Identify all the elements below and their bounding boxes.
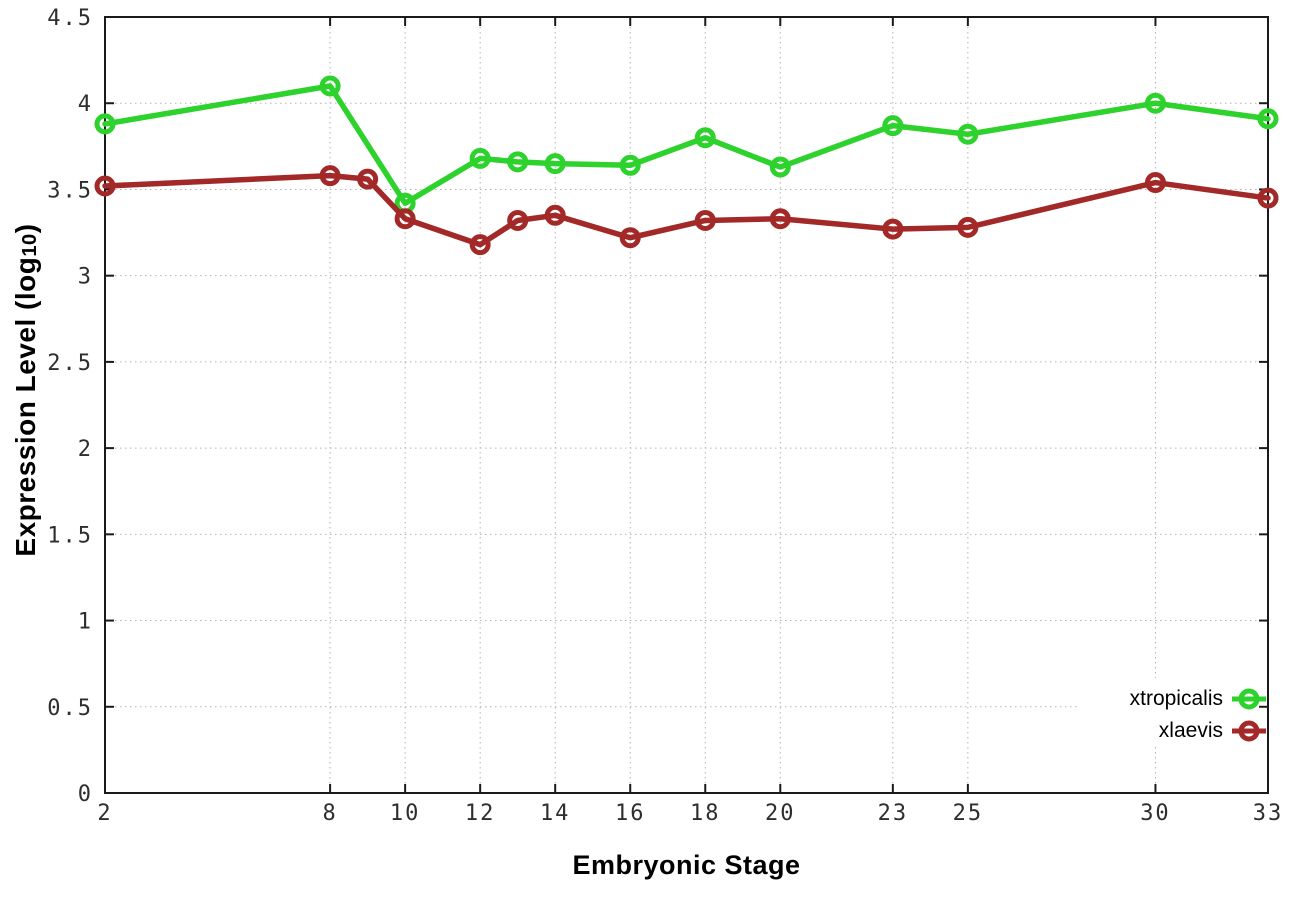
y-axis-title-end: ) bbox=[10, 223, 41, 234]
y-tick-label: 2.5 bbox=[47, 351, 93, 376]
data-point-xtropicalis bbox=[957, 123, 979, 145]
x-tick-label: 2 bbox=[97, 801, 112, 826]
legend-backdrop bbox=[1078, 678, 1264, 746]
x-tick-label: 18 bbox=[690, 801, 721, 826]
data-point-xtropicalis bbox=[469, 147, 491, 169]
y-tick-label: 0.5 bbox=[47, 696, 93, 721]
data-point-xlaevis bbox=[694, 209, 716, 231]
data-point-xlaevis bbox=[394, 208, 416, 230]
x-tick-label: 14 bbox=[540, 801, 571, 826]
y-axis-title: Expression Level (log 10) bbox=[10, 223, 41, 557]
data-point-xtropicalis bbox=[507, 151, 529, 173]
data-point-xlaevis bbox=[469, 234, 491, 256]
data-point-xtropicalis bbox=[1257, 108, 1279, 130]
series-line-xtropicalis bbox=[102, 83, 1271, 206]
x-tick-label: 25 bbox=[953, 801, 984, 826]
data-point-xtropicalis bbox=[769, 156, 791, 178]
data-point-xlaevis bbox=[1144, 172, 1166, 194]
series-line-xlaevis bbox=[102, 172, 1271, 248]
y-axis-title-main: Expression Level (log bbox=[10, 256, 41, 557]
legend-sample-xtropicalis bbox=[1232, 688, 1266, 710]
plot-border bbox=[104, 16, 1269, 794]
legend-label-xlaevis: xlaevis bbox=[1158, 719, 1223, 742]
legend-sample-xlaevis bbox=[1232, 720, 1266, 742]
x-tick-label: 10 bbox=[390, 801, 421, 826]
legend: xtropicalis xlaevis bbox=[1130, 684, 1266, 746]
data-point-xlaevis bbox=[882, 218, 904, 240]
data-point-xlaevis bbox=[357, 168, 379, 190]
data-point-xtropicalis bbox=[694, 127, 716, 149]
data-point-xtropicalis bbox=[619, 154, 641, 176]
legend-item-xtropicalis: xtropicalis bbox=[1130, 684, 1266, 714]
data-point-xtropicalis bbox=[319, 75, 341, 97]
y-tick-label: 4.5 bbox=[47, 6, 93, 31]
data-point-xlaevis bbox=[619, 227, 641, 249]
y-tick-label: 2 bbox=[78, 437, 93, 462]
x-tick-label: 23 bbox=[878, 801, 909, 826]
x-tick-label: 30 bbox=[1140, 801, 1171, 826]
y-tick-label: 3 bbox=[78, 265, 93, 290]
y-tick-label: 3.5 bbox=[47, 178, 93, 203]
legend-sample-marker-icon bbox=[1238, 720, 1260, 742]
data-point-xlaevis bbox=[319, 165, 341, 187]
x-tick-label: 20 bbox=[765, 801, 796, 826]
data-point-xtropicalis bbox=[1144, 92, 1166, 114]
data-point-xtropicalis bbox=[94, 113, 116, 135]
x-axis-title: Embryonic Stage bbox=[572, 850, 801, 880]
x-tick-label: 16 bbox=[615, 801, 646, 826]
data-point-xlaevis bbox=[1257, 187, 1279, 209]
y-tick-label: 4 bbox=[78, 92, 93, 117]
y-tick-label: 1.5 bbox=[47, 523, 93, 548]
data-point-xlaevis bbox=[507, 209, 529, 231]
legend-label-xtropicalis: xtropicalis bbox=[1129, 687, 1223, 710]
data-point-xlaevis bbox=[957, 216, 979, 238]
x-tick-label: 8 bbox=[322, 801, 337, 826]
x-tick-label: 12 bbox=[465, 801, 496, 826]
data-point-xlaevis bbox=[544, 204, 566, 226]
legend-sample-marker-icon bbox=[1238, 688, 1260, 710]
data-point-xtropicalis bbox=[544, 153, 566, 175]
y-tick-label: 0 bbox=[78, 782, 93, 807]
data-point-xlaevis bbox=[769, 208, 791, 230]
data-point-xtropicalis bbox=[882, 115, 904, 137]
legend-item-xlaevis: xlaevis bbox=[1130, 716, 1266, 746]
data-point-xlaevis bbox=[94, 175, 116, 197]
x-tick-label: 33 bbox=[1253, 801, 1284, 826]
y-tick-label: 1 bbox=[78, 610, 93, 635]
